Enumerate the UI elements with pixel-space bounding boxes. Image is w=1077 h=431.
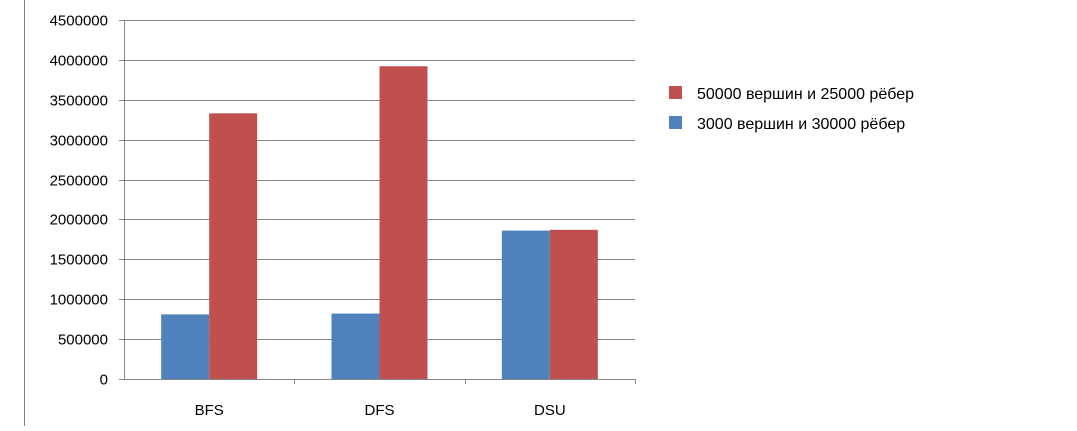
y-tick-label: 4000000 xyxy=(50,53,108,70)
legend-swatch xyxy=(669,116,682,129)
bar-bfs-series-0 xyxy=(161,314,210,379)
y-tick-label: 500000 xyxy=(58,332,108,349)
legend-label: 50000 вершин и 25000 рёбер xyxy=(697,86,914,103)
y-tick-label: 2000000 xyxy=(50,212,108,229)
bars xyxy=(161,66,598,379)
y-tick-label: 3000000 xyxy=(50,133,108,150)
bar-dfs-series-0 xyxy=(331,313,380,379)
y-tick-label: 1000000 xyxy=(50,292,108,309)
bar-dsu-series-0 xyxy=(501,230,550,379)
axes xyxy=(119,20,636,384)
bar-dfs-series-1 xyxy=(379,66,428,379)
y-tick-label: 4500000 xyxy=(50,13,108,30)
y-axis-tick-labels: 0 500000 1000000 1500000 2000000 2500000 30000… xyxy=(50,13,108,389)
legend: 50000 вершин и 25000 рёбер 3000 вершин и … xyxy=(669,86,914,133)
bar-bfs-series-1 xyxy=(209,113,258,379)
x-category-label: BFS xyxy=(195,402,224,419)
bar-dsu-series-1 xyxy=(549,229,598,379)
x-category-label: DSU xyxy=(534,402,566,419)
y-tick-label: 0 xyxy=(100,372,108,389)
y-tick-label: 2500000 xyxy=(50,173,108,190)
y-tick-label: 3500000 xyxy=(50,93,108,110)
x-category-label: DFS xyxy=(365,402,395,419)
x-axis-category-labels: BFS DFS DSU xyxy=(195,402,566,419)
y-tick-label: 1500000 xyxy=(50,252,108,269)
legend-swatch xyxy=(669,86,682,99)
legend-label: 3000 вершин и 30000 рёбер xyxy=(697,116,905,133)
